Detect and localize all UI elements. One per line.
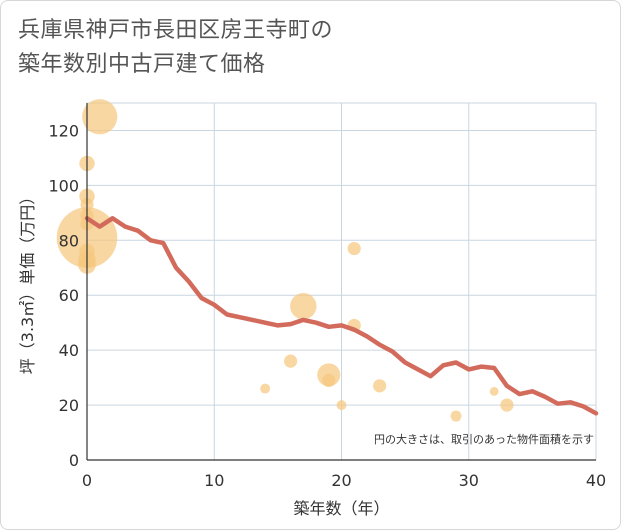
y-tick-label: 20 <box>59 396 79 415</box>
chart-title-line-2: 築年数別中古戸建て価格 <box>18 52 266 77</box>
chart-title: 兵庫県神戸市長田区房王寺町の 築年数別中古戸建て価格 <box>18 14 608 82</box>
bubble-size-note: 円の大きさは、取引のあった物件面積を示す <box>374 432 594 446</box>
bubble-point <box>347 241 361 256</box>
y-tick-label: 100 <box>48 176 79 195</box>
y-tick-label: 40 <box>59 341 79 360</box>
bubble-point <box>284 354 298 368</box>
chart-title-line-1: 兵庫県神戸市長田区房王寺町の <box>18 18 334 43</box>
bubble-point <box>82 99 118 135</box>
bubble-point <box>322 373 336 387</box>
bubble-point <box>290 293 317 320</box>
y-tick-label: 120 <box>48 121 79 140</box>
bubble-layer <box>56 99 514 422</box>
axes <box>86 103 596 461</box>
x-tick-label: 40 <box>586 471 606 490</box>
bubble-point <box>500 398 514 412</box>
y-tick-label: 80 <box>59 231 79 250</box>
bubble-point <box>260 383 271 394</box>
bubble-point <box>489 386 499 396</box>
grid-lines <box>87 102 597 460</box>
bubble-point <box>373 379 387 393</box>
bubble-point <box>450 410 462 422</box>
x-tick-label: 0 <box>82 471 92 490</box>
bubble-point <box>336 400 347 411</box>
tick-labels: 0 10 20 30 40 0 20 40 60 80 100 120 <box>48 121 606 490</box>
x-tick-label: 30 <box>459 471 479 490</box>
x-axis-label: 築年数（年） <box>293 499 389 518</box>
x-tick-label: 20 <box>331 471 351 490</box>
average-price-line <box>84 216 599 416</box>
x-tick-label: 10 <box>204 471 224 490</box>
y-tick-label: 0 <box>69 451 79 470</box>
y-axis-label: 坪（3.3㎡）単価（万円） <box>18 189 37 374</box>
y-tick-label: 60 <box>59 286 79 305</box>
